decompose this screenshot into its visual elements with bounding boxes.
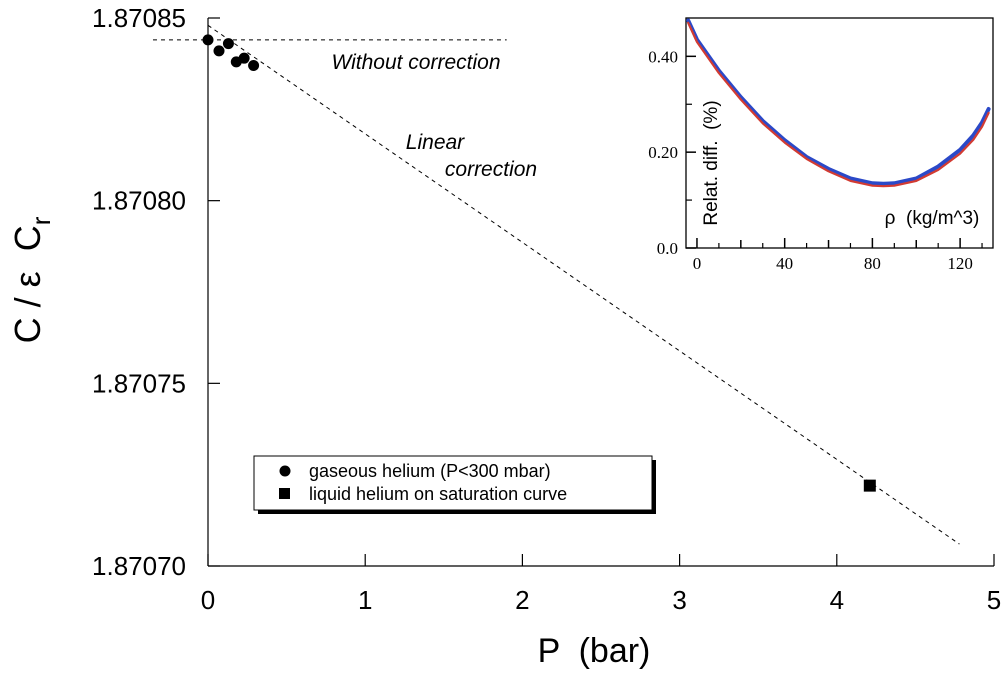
x-axis-label: P (bar) <box>538 632 651 670</box>
legend-marker-gaseous <box>279 465 291 477</box>
main-x-tick-label: 0 <box>201 585 215 615</box>
annotation-correction: correction <box>445 158 537 181</box>
legend-marker-liquid <box>279 488 290 499</box>
inset-x-axis-label: ρ (kg/m^3) <box>885 208 980 229</box>
main-y-tick-label: 1.87070 <box>92 551 186 581</box>
svg-text:C / ε Cr: C / ε Cr <box>7 147 58 434</box>
legend-label-liquid: liquid helium on saturation curve <box>309 484 567 504</box>
y-axis-label: C / ε Cr <box>7 147 58 434</box>
linear-correction-line <box>207 24 960 545</box>
inset-frame <box>685 17 994 249</box>
inset-x-tick-label: 40 <box>776 254 793 273</box>
inset-y-tick-label: 0.20 <box>648 143 678 162</box>
legend: gaseous helium (P<300 mbar) liquid heliu… <box>253 455 656 514</box>
inset-y-ticks: 0.0 0.20 0.40 <box>648 47 696 258</box>
main-y-tick-label: 1.87080 <box>92 186 186 216</box>
legend-box <box>253 455 653 511</box>
annotation-without-correction: Without correction <box>331 51 500 74</box>
gaseous-helium-point <box>238 52 250 64</box>
inset-series-red-line <box>687 21 990 188</box>
main-x-tick-label: 1 <box>358 585 372 615</box>
main-x-tick-label: 4 <box>830 585 844 615</box>
liquid-helium-point <box>863 479 876 492</box>
inset-y-axis-label: Relat. diff. (%) <box>701 100 722 225</box>
y-axis-label-main: C / ε C <box>7 225 48 343</box>
inset-series-blue-line <box>686 18 991 186</box>
svg-text:Relat. diff. (%): Relat. diff. (%) <box>701 100 722 225</box>
gaseous-helium-point <box>202 34 214 46</box>
inset-x-tick-label: 80 <box>864 254 881 273</box>
inset-y-tick-label: 0.40 <box>648 47 678 66</box>
main-y-tick-label: 1.87075 <box>92 368 186 398</box>
gaseous-helium-point <box>222 38 234 50</box>
legend-label-gaseous: gaseous helium (P<300 mbar) <box>309 461 551 481</box>
inset-y-tick-label: 0.0 <box>657 239 678 258</box>
inset-plot: 0 40 80 120 0.0 0.20 0.40 ρ (kg/m^3) Relat. d… <box>648 17 994 273</box>
y-axis-label-subscript: r <box>26 216 56 225</box>
main-y-ticks: 1.87070 1.87075 1.87080 1.87085 <box>92 3 220 581</box>
main-x-tick-label: 2 <box>515 585 529 615</box>
annotation-linear: Linear <box>406 131 465 154</box>
main-plot: 0 1 2 3 4 5 1.87070 1.87075 1.87080 1.87085 P (b… <box>7 3 1001 670</box>
main-x-ticks: 0 1 2 3 4 5 <box>201 554 1001 615</box>
main-y-tick-label: 1.87085 <box>92 3 186 33</box>
inset-x-ticks: 0 40 80 120 <box>693 238 983 273</box>
main-data-points <box>202 34 876 492</box>
inset-data-lines <box>686 18 991 188</box>
gaseous-helium-point <box>213 45 225 57</box>
gaseous-helium-point <box>248 59 260 71</box>
inset-x-tick-label: 120 <box>947 254 973 273</box>
main-x-tick-label: 3 <box>672 585 686 615</box>
main-x-tick-label: 5 <box>987 585 1001 615</box>
inset-x-tick-label: 0 <box>693 254 702 273</box>
